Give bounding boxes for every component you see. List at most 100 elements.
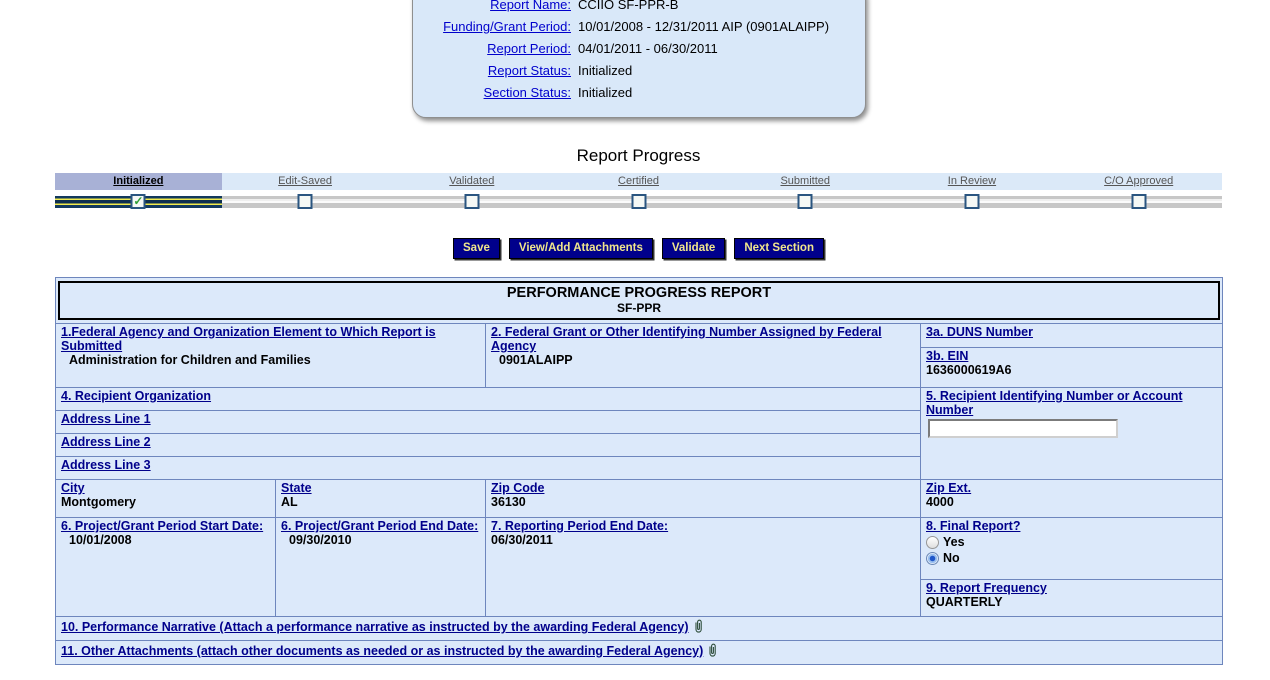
field-zip-code: Zip Code 36130 [485,479,921,518]
final-report-yes-option: Yes [926,535,1217,549]
zip-ext-value: 4000 [926,495,954,509]
state-label-link[interactable]: State [281,481,312,495]
field-6-start-label-link[interactable]: 6. Project/Grant Period Start Date: [61,519,264,533]
address-line-2-label-link[interactable]: Address Line 2 [61,435,151,449]
address-line-1-label-link[interactable]: Address Line 1 [61,412,151,426]
field-5-label-link[interactable]: 5. Recipient Identifying Number or Accou… [926,389,1183,417]
field-4-recipient-organization: 4. Recipient Organization [55,387,921,411]
stage-label-co-approved[interactable]: C/O Approved [1104,175,1174,187]
field-9-label-link[interactable]: 9. Report Frequency [926,581,1047,595]
stage-checkbox-edit-saved[interactable] [297,194,313,209]
report-status-value: Initialized [578,63,633,78]
field-4-label-link[interactable]: 4. Recipient Organization [61,389,212,403]
radio-yes-label: Yes [943,535,965,549]
report-period-link[interactable]: Report Period: [487,41,571,56]
field-zip-ext: Zip Ext. 4000 [920,479,1223,518]
field-10-label-link[interactable]: 10. Performance Narrative (Attach a perf… [61,620,689,634]
stage-label-certified[interactable]: Certified [618,175,659,187]
stage-checkbox-in-review[interactable] [964,194,980,209]
field-1-value: Administration for Children and Families [69,353,311,367]
field-8-final-report: 8. Final Report? Yes No [920,517,1223,580]
field-10-performance-narrative: 10. Performance Narrative (Attach a perf… [55,616,1223,641]
field-address-line-3: Address Line 3 [55,456,921,480]
field-1-federal-agency: 1.Federal Agency and Organization Elemen… [55,323,486,388]
report-period-value: 04/01/2011 - 06/30/2011 [578,41,718,56]
sf-ppr-form: PERFORMANCE PROGRESS REPORT SF-PPR 1.Fed… [55,277,1223,665]
info-row-report-status: Report Status: Initialized [419,60,857,82]
field-7-label-link[interactable]: 7. Reporting Period End Date: [491,519,669,533]
check-icon: ✓ [133,194,144,208]
field-3b-value: 1636000619A6 [926,363,1012,377]
progress-track-remaining [221,196,1222,208]
field-2-label-link[interactable]: 2. Federal Grant or Other Identifying Nu… [491,325,882,353]
field-9-value: QUARTERLY [926,595,1003,609]
field-2-federal-grant-number: 2. Federal Grant or Other Identifying Nu… [485,323,921,388]
field-7-value: 06/30/2011 [491,533,553,547]
paperclip-icon[interactable] [693,618,704,634]
zip-code-label-link[interactable]: Zip Code [491,481,545,495]
stage-checkbox-validated[interactable] [464,194,480,209]
field-6-end-label-link[interactable]: 6. Project/Grant Period End Date: [281,519,479,533]
stage-checkbox-submitted[interactable] [797,194,813,209]
section-status-value: Initialized [578,85,633,100]
field-8-label-link[interactable]: 8. Final Report? [926,519,1021,533]
info-row-report-period: Report Period: 04/01/2011 - 06/30/2011 [419,38,857,60]
field-3a-label-link[interactable]: 3a. DUNS Number [926,325,1033,339]
field-6-start-value: 10/01/2008 [69,533,132,547]
next-section-button[interactable]: Next Section [734,238,824,259]
stage-label-validated[interactable]: Validated [449,175,495,187]
field-7-reporting-period-end-date: 7. Reporting Period End Date: 06/30/2011 [485,517,921,617]
field-state: State AL [275,479,486,518]
save-button[interactable]: Save [453,238,500,259]
city-label-link[interactable]: City [61,481,85,495]
field-11-other-attachments: 11. Other Attachments (attach other docu… [55,640,1223,665]
form-title: PERFORMANCE PROGRESS REPORT [506,285,772,301]
paperclip-icon[interactable] [707,642,718,658]
field-city: City Montgomery [55,479,276,518]
toolbar: Save View/Add Attachments Validate Next … [55,238,1222,259]
radio-yes[interactable] [926,535,939,549]
report-name-value: CCIIO SF-PPR-B [578,0,679,12]
zip-ext-label-link[interactable]: Zip Ext. [926,481,972,495]
validate-button[interactable]: Validate [661,238,726,259]
field-3b-label-link[interactable]: 3b. EIN [926,349,969,363]
stage-checkbox-initialized[interactable]: ✓ [130,194,146,209]
field-2-value: 0901ALAIPP [499,353,573,367]
field-1-label-link[interactable]: 1.Federal Agency and Organization Elemen… [61,325,436,353]
stage-label-in-review[interactable]: In Review [947,175,997,187]
city-value: Montgomery [61,495,136,509]
form-header-cell: PERFORMANCE PROGRESS REPORT SF-PPR [55,277,1223,324]
stage-label-submitted[interactable]: Submitted [780,175,830,187]
stage-label-initialized[interactable]: Initialized [55,173,222,190]
stage-label-edit-saved[interactable]: Edit-Saved [278,175,332,187]
form-header-box: PERFORMANCE PROGRESS REPORT SF-PPR [58,281,1220,320]
field-11-label-link[interactable]: 11. Other Attachments (attach other docu… [61,644,704,658]
field-address-line-1: Address Line 1 [55,410,921,434]
field-6-start-date: 6. Project/Grant Period Start Date: 10/0… [55,517,276,617]
info-row-report-name: Report Name: CCIIO SF-PPR-B [419,0,857,16]
report-name-link[interactable]: Report Name: [490,0,571,12]
progress-track: ✓ [55,193,1222,210]
report-progress-title: Report Progress [576,146,701,165]
section-status-link[interactable]: Section Status: [483,85,571,100]
stage-checkbox-certified[interactable] [631,194,646,209]
funding-grant-period-value: 10/01/2008 - 12/31/2011 AIP (0901ALAIPP) [578,19,830,34]
field-9-report-frequency: 9. Report Frequency QUARTERLY [920,579,1223,617]
recipient-identifying-number-input[interactable] [928,419,1118,438]
report-status-link[interactable]: Report Status: [487,63,571,78]
radio-no-label: No [943,551,960,565]
field-3a-duns-number: 3a. DUNS Number [920,323,1223,348]
funding-grant-period-link[interactable]: Funding/Grant Period: [443,19,571,34]
field-6-end-value: 09/30/2010 [289,533,352,547]
address-line-3-label-link[interactable]: Address Line 3 [61,458,151,472]
field-3b-ein: 3b. EIN 1636000619A6 [920,347,1223,388]
field-5-recipient-identifying-number: 5. Recipient Identifying Number or Accou… [920,387,1223,480]
view-add-attachments-button[interactable]: View/Add Attachments [508,238,653,259]
radio-no[interactable] [926,551,939,565]
info-row-funding-period: Funding/Grant Period: 10/01/2008 - 12/31… [419,16,857,38]
stage-checkbox-co-approved[interactable] [1131,194,1147,209]
field-6-end-date: 6. Project/Grant Period End Date: 09/30/… [275,517,486,617]
progress-stage-labels: Initialized Edit-Saved Validated Certifi… [55,173,1222,190]
zip-code-value: 36130 [491,495,526,509]
field-address-line-2: Address Line 2 [55,433,921,457]
